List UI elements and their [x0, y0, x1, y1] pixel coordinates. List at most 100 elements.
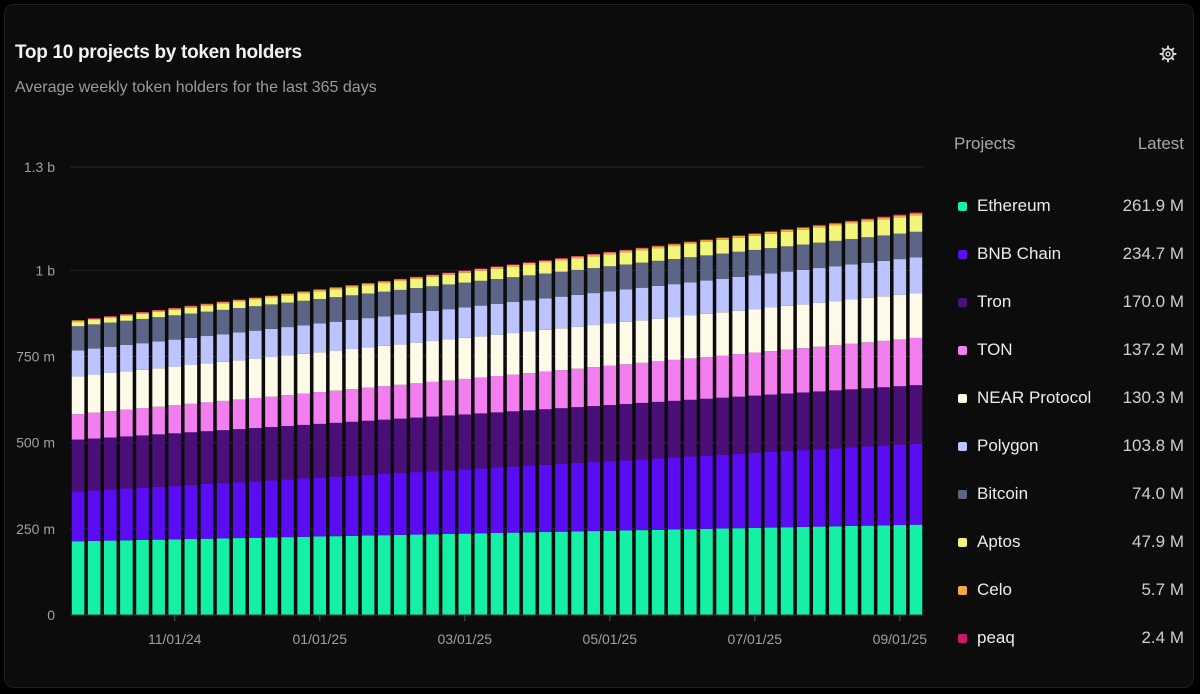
bar-segment	[764, 307, 778, 352]
bar-segment	[812, 268, 826, 303]
y-tick-label: 750 m	[16, 349, 55, 365]
bar-segment	[120, 315, 133, 321]
bar-segment	[716, 312, 729, 356]
bar-segment	[120, 409, 133, 437]
bar-segment	[377, 281, 391, 284]
legend-item-near-protocol[interactable]: NEAR Protocol 130.3 M	[954, 374, 1184, 422]
bar-segment	[812, 449, 826, 527]
bar-segment	[442, 533, 455, 615]
legend-label: TON	[977, 340, 1013, 359]
legend-latest-value: 170.0 M	[1122, 292, 1184, 311]
bar-segment	[667, 400, 681, 458]
legend-item-polygon[interactable]: Polygon 103.8 M	[954, 422, 1184, 470]
bar-segment	[522, 410, 536, 466]
bar-segment	[265, 357, 278, 397]
bar-segment	[571, 256, 584, 257]
legend-item-tron[interactable]: Tron 170.0 M	[954, 278, 1184, 326]
bar-segment	[184, 305, 198, 307]
bar-segment	[571, 269, 584, 295]
bar-segment	[522, 300, 536, 332]
bar-segment	[603, 461, 617, 531]
bar-segment	[216, 309, 230, 335]
gear-icon[interactable]	[1158, 44, 1178, 64]
legend-item-ethereum[interactable]: Ethereum 261.9 M	[954, 182, 1184, 230]
bar-segment	[104, 316, 117, 318]
bar-segment	[313, 323, 327, 353]
bar-segment	[281, 293, 294, 296]
legend-item-peaq[interactable]: peaq 2.4 M	[954, 614, 1184, 662]
bar-segment	[700, 528, 713, 615]
legend-item-bnb-chain[interactable]: BNB Chain 234.7 M	[954, 230, 1184, 278]
bar-segment	[829, 301, 842, 346]
bar-segment	[410, 312, 423, 343]
bar-segment	[232, 399, 246, 430]
bar-segment	[490, 467, 504, 533]
bar-segment	[232, 299, 246, 302]
bar-segment	[281, 293, 294, 294]
bar-segment	[764, 248, 778, 274]
bar-segment	[361, 283, 375, 286]
bar-segment	[313, 536, 327, 615]
legend-item-aptos[interactable]: Aptos 47.9 M	[954, 518, 1184, 566]
legend-label: Aptos	[977, 532, 1021, 551]
bar-segment	[152, 406, 165, 435]
bar-segment	[635, 362, 649, 403]
bar-segment	[587, 254, 600, 257]
bar-segment	[313, 352, 327, 393]
bar-segment	[587, 253, 600, 255]
bar-segment	[506, 374, 520, 412]
legend-item-bitcoin[interactable]: Bitcoin 74.0 M	[954, 470, 1184, 518]
bar-segment	[619, 403, 633, 461]
bar-segment	[377, 419, 391, 474]
bar-segment	[845, 447, 858, 526]
bar-segment	[120, 540, 133, 615]
bar-segment	[764, 394, 778, 452]
bar-segment	[361, 318, 375, 348]
bar-segment	[667, 246, 681, 260]
bar-segment	[313, 291, 327, 299]
bar-segment	[845, 221, 858, 224]
bar-segment	[200, 311, 214, 337]
bar-segment	[893, 233, 907, 260]
bar-segment	[426, 275, 439, 277]
x-tick-label: 11/01/24	[148, 631, 202, 647]
bar-segment	[796, 269, 810, 305]
bar-segment	[297, 478, 310, 537]
bar-segment	[474, 268, 488, 270]
bar-segment	[684, 399, 697, 457]
bar-segment	[732, 310, 745, 355]
bar-segment	[329, 321, 343, 351]
legend-swatch	[958, 441, 967, 451]
bar-segment	[265, 480, 278, 538]
legend-col-latest: Latest	[1137, 134, 1184, 153]
bar-segment	[394, 344, 407, 385]
bar-segment	[71, 376, 85, 415]
bar-segment	[458, 378, 472, 415]
legend-item-ton[interactable]: TON 137.2 M	[954, 326, 1184, 374]
legend-label: Tron	[977, 292, 1012, 311]
bar-segment	[603, 323, 617, 366]
bar-segment	[104, 540, 117, 615]
bar-segment	[635, 262, 649, 288]
bar-segment	[829, 240, 842, 267]
bar-segment	[748, 233, 762, 236]
bar-segment	[506, 302, 520, 334]
bar-segment	[297, 424, 310, 479]
bar-segment	[474, 268, 488, 271]
bar-segment	[780, 527, 794, 615]
legend-latest-value: 130.3 M	[1122, 388, 1184, 407]
bar-segment	[716, 237, 729, 238]
y-tick-label: 500 m	[16, 435, 55, 451]
bar-segment	[893, 217, 907, 234]
bar-segment	[184, 313, 198, 338]
bar-segment	[700, 240, 713, 242]
bar-segment	[829, 448, 842, 527]
bar-segment	[909, 257, 923, 294]
bar-segment	[200, 336, 214, 364]
bar-segment	[667, 259, 681, 285]
bar-segment	[297, 536, 310, 615]
legend-item-celo[interactable]: Celo 5.7 M	[954, 566, 1184, 614]
bar-segment	[587, 325, 600, 368]
bar-segment	[474, 468, 488, 534]
bar-segment	[458, 533, 472, 615]
